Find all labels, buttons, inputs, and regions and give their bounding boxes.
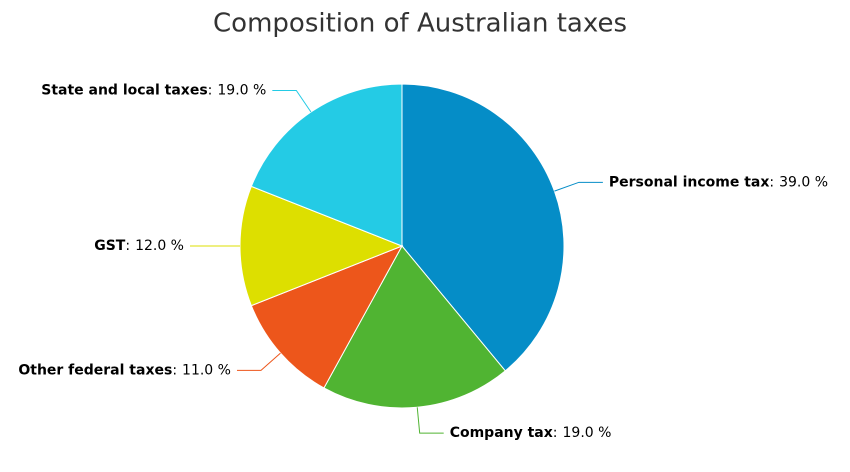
value-label: 12.0 % — [135, 238, 184, 254]
pie-slice — [250, 83, 403, 247]
label-separator: : — [553, 425, 558, 441]
value-label: 39.0 % — [779, 174, 828, 190]
connector — [236, 352, 281, 371]
label-separator: : — [208, 83, 213, 99]
value-label: 19.0 % — [563, 425, 612, 441]
data-label: Personal income tax: 39.0 % — [609, 174, 828, 190]
value-label: 11.0 % — [182, 362, 231, 378]
category-label: State and local taxes — [41, 83, 207, 99]
data-label: GST: 12.0 % — [94, 238, 184, 254]
value-label: 19.0 % — [217, 83, 266, 99]
connector — [416, 407, 444, 434]
data-label: State and local taxes: 19.0 % — [41, 83, 266, 99]
chart-title: Composition of Australian taxes — [213, 9, 627, 39]
category-label: Company tax — [450, 425, 553, 441]
pie-slice — [323, 245, 506, 409]
category-label: Other federal taxes — [18, 362, 172, 378]
data-label: Other federal taxes: 11.0 % — [18, 362, 231, 378]
connector — [554, 181, 603, 192]
category-label: Personal income tax — [609, 174, 770, 190]
pie-slice — [250, 245, 404, 389]
data-label: Company tax: 19.0 % — [450, 425, 612, 441]
label-separator: : — [125, 238, 130, 254]
label-separator: : — [172, 362, 177, 378]
category-label: GST — [94, 238, 126, 254]
connector — [272, 90, 312, 113]
label-separator: : — [769, 174, 774, 190]
